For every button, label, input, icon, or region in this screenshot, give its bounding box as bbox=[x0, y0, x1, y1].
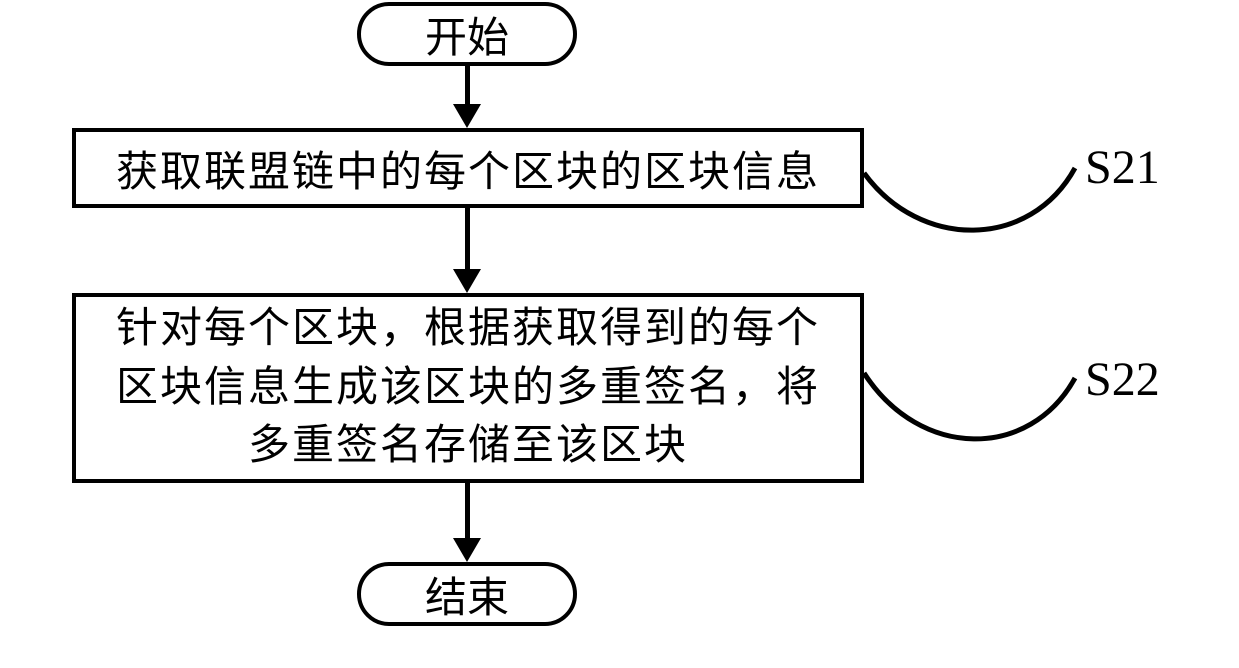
start-label: 开始 bbox=[425, 4, 509, 65]
label-s21: S21 bbox=[1085, 140, 1160, 195]
flowchart-step1: 获取联盟链中的每个区块的区块信息 bbox=[72, 128, 864, 208]
step1-text: 获取联盟链中的每个区块的区块信息 bbox=[116, 138, 820, 199]
end-label: 结束 bbox=[425, 564, 509, 625]
label-s22: S22 bbox=[1085, 352, 1160, 407]
flowchart-end: 结束 bbox=[357, 562, 577, 626]
step2-text: 针对每个区块，根据获取得到的每个 区块信息生成该区块的多重签名，将 多重签名存储… bbox=[116, 300, 820, 476]
flowchart-step2: 针对每个区块，根据获取得到的每个 区块信息生成该区块的多重签名，将 多重签名存储… bbox=[72, 293, 864, 483]
label-s21-text: S21 bbox=[1085, 141, 1160, 194]
flowchart-start: 开始 bbox=[357, 2, 577, 66]
label-s22-text: S22 bbox=[1085, 353, 1160, 406]
